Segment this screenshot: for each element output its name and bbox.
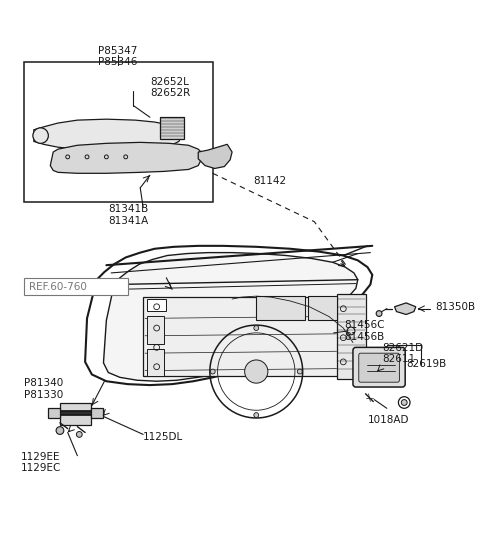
FancyBboxPatch shape: [353, 347, 405, 387]
Bar: [60, 404, 91, 425]
Polygon shape: [198, 144, 232, 168]
Polygon shape: [104, 253, 358, 381]
Text: 82652L
82652R: 82652L 82652R: [150, 77, 190, 98]
Text: 81341B
81341A: 81341B 81341A: [108, 204, 148, 226]
Text: 82619B: 82619B: [406, 359, 446, 369]
Text: 1125DL: 1125DL: [143, 432, 183, 441]
Text: 81456C
81456B: 81456C 81456B: [344, 320, 385, 342]
Bar: [336, 294, 366, 379]
Text: P81340
P81330: P81340 P81330: [24, 378, 63, 400]
Bar: [24, 62, 213, 202]
Polygon shape: [34, 119, 182, 151]
Polygon shape: [395, 303, 416, 314]
Text: 82621D
82611: 82621D 82611: [382, 342, 423, 364]
Text: REF.60-760: REF.60-760: [29, 282, 87, 293]
Bar: [91, 408, 103, 418]
Circle shape: [56, 427, 64, 434]
Circle shape: [254, 413, 259, 418]
Circle shape: [245, 360, 268, 383]
Circle shape: [376, 311, 382, 316]
Circle shape: [76, 432, 82, 437]
FancyBboxPatch shape: [24, 278, 128, 295]
Circle shape: [298, 369, 302, 374]
Bar: [147, 299, 167, 311]
Circle shape: [210, 369, 215, 374]
Polygon shape: [85, 246, 372, 385]
Circle shape: [401, 400, 407, 405]
Bar: [159, 117, 184, 138]
Text: 81142: 81142: [253, 176, 287, 186]
Polygon shape: [50, 142, 203, 173]
Text: P85347
P85346: P85347 P85346: [98, 45, 138, 67]
Circle shape: [254, 326, 259, 331]
Bar: [143, 297, 338, 377]
Circle shape: [33, 128, 48, 143]
Bar: [48, 408, 60, 418]
Bar: [256, 296, 305, 320]
Bar: [147, 316, 164, 344]
Text: 81350B: 81350B: [435, 302, 475, 312]
Text: 1018AD: 1018AD: [368, 415, 409, 425]
Bar: [308, 296, 336, 320]
Text: 1129EE
1129EC: 1129EE 1129EC: [21, 452, 61, 473]
Bar: [147, 349, 164, 377]
FancyBboxPatch shape: [359, 353, 399, 382]
